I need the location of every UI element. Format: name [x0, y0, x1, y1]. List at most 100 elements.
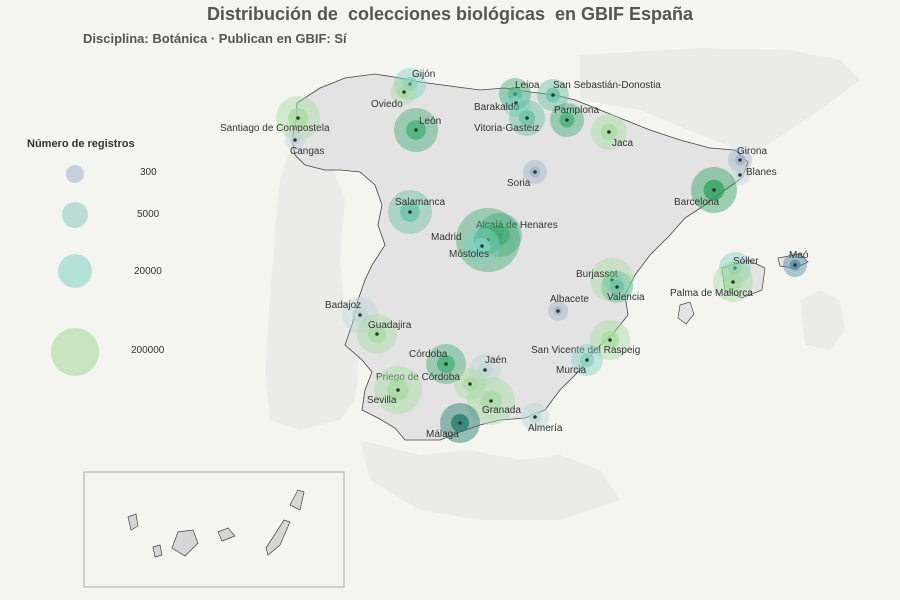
- city-point: [514, 101, 518, 105]
- city-marker-madrid[interactable]: Madrid: [431, 208, 520, 272]
- city-point: [608, 338, 612, 342]
- city-point: [738, 158, 742, 162]
- city-label-girona: Girona: [737, 146, 767, 157]
- canary-island-2: [152, 544, 163, 558]
- city-point: [408, 210, 412, 214]
- city-label-palma-de-mallorca: Palma de Mallorca: [670, 288, 753, 299]
- legend-circle-5000: [62, 202, 88, 228]
- city-marker-almeria[interactable]: Almería: [521, 403, 563, 434]
- city-point: [585, 358, 589, 362]
- legend-label-300: 300: [140, 167, 157, 178]
- city-marker-pamplona[interactable]: Pamplona: [550, 103, 599, 137]
- city-point: [414, 128, 418, 132]
- city-label-cordoba: Córdoba: [409, 349, 448, 360]
- city-point: [513, 92, 517, 96]
- city-point: [793, 263, 797, 267]
- city-label-alcala-de-henares: Alcalá de Henares: [476, 220, 558, 231]
- canary-island-5: [265, 519, 291, 556]
- city-point: [731, 280, 735, 284]
- city-point: [738, 173, 742, 177]
- city-label-oviedo: Oviedo: [371, 99, 403, 110]
- city-label-burjassot: Burjassot: [576, 269, 618, 280]
- city-marker-san-sebastian-donostia[interactable]: San Sebastián-Donostia: [537, 79, 661, 111]
- city-label-leon: León: [419, 116, 441, 127]
- city-point: [615, 285, 619, 289]
- city-marker-barakaldo[interactable]: Barakaldo: [474, 89, 530, 117]
- city-point: [483, 368, 487, 372]
- city-label-priego-de-cordoba: Priego de Córdoba: [376, 372, 460, 383]
- canary-inset-frame: [83, 471, 345, 588]
- city-point: [396, 388, 400, 392]
- city-point: [733, 266, 737, 270]
- city-marker-salamanca[interactable]: Salamanca: [388, 190, 445, 234]
- portugal-land: [265, 150, 360, 430]
- legend-label-20000: 20000: [134, 266, 162, 277]
- city-point: [556, 309, 560, 313]
- city-marker-jaca[interactable]: Jaca: [591, 114, 634, 150]
- city-label-leioa: Leioa: [515, 80, 540, 91]
- city-marker-oviedo[interactable]: Oviedo: [371, 79, 417, 110]
- city-point: [458, 421, 462, 425]
- city-label-mao: Maó: [789, 250, 809, 261]
- city-label-gijon: Gijón: [412, 69, 435, 80]
- city-point: [358, 313, 362, 317]
- map-subtitle: Disciplina: Botánica · Publican en GBIF:…: [83, 31, 347, 46]
- city-label-badajoz: Badajoz: [325, 300, 361, 311]
- legend-title: Número de registros: [27, 138, 135, 150]
- city-marker-guadajira[interactable]: Guadajira: [357, 314, 412, 354]
- canary-island-1: [127, 513, 139, 531]
- city-marker-palma-de-mallorca[interactable]: Palma de Mallorca: [670, 262, 753, 302]
- city-point: [480, 244, 484, 248]
- city-marker-badajoz[interactable]: Badajoz: [325, 297, 378, 333]
- city-label-murcia: Murcia: [556, 365, 586, 376]
- city-marker-cordoba[interactable]: Córdoba: [409, 344, 466, 384]
- city-marker-barcelona[interactable]: Barcelona: [674, 167, 737, 213]
- city-label-valencia: Valencia: [607, 292, 645, 303]
- city-label-granada: Granada: [482, 405, 521, 416]
- city-marker-vitoria-gasteiz[interactable]: Vitoria-Gasteiz: [474, 100, 545, 136]
- city-label-salamanca: Salamanca: [395, 197, 445, 208]
- legend-label-200000: 200000: [131, 345, 165, 356]
- city-marker-san-vicente-del-raspeig[interactable]: San Vicente del Raspeig: [531, 320, 640, 360]
- city-point: [551, 93, 555, 97]
- city-label-barcelona: Barcelona: [674, 197, 719, 208]
- city-label-malaga: Málaga: [426, 429, 459, 440]
- city-label-guadajira: Guadajira: [368, 320, 412, 331]
- city-marker-soria[interactable]: Soria: [507, 160, 547, 189]
- city-label-santiago-de-compostela: Santiago de Compostela: [220, 123, 330, 134]
- city-label-jaca: Jaca: [612, 138, 634, 149]
- city-label-albacete: Albacete: [550, 294, 589, 305]
- city-marker-malaga[interactable]: Málaga: [426, 403, 480, 443]
- city-point: [607, 130, 611, 134]
- france-land: [580, 48, 860, 150]
- city-marker-mostoles[interactable]: Móstoles: [449, 228, 500, 264]
- city-point: [468, 382, 472, 386]
- city-marker-murcia[interactable]: Murcia: [556, 344, 603, 376]
- city-point: [296, 116, 300, 120]
- city-point: [375, 332, 379, 336]
- legend-circle-200000: [51, 328, 99, 376]
- city-label-madrid: Madrid: [431, 232, 462, 243]
- city-label-jaen: Jaén: [485, 355, 507, 366]
- city-marker-jaen[interactable]: Jaén: [469, 354, 507, 386]
- city-layer: Gijón Oviedo Leioa San Sebastián-Donostia Ba…: [220, 68, 809, 443]
- city-label-san-vicente-del-raspeig: San Vicente del Raspeig: [531, 345, 640, 356]
- city-marker-granada[interactable]: Granada: [467, 377, 521, 425]
- city-marker-girona[interactable]: Girona: [728, 146, 767, 172]
- city-marker-priego-de-cordoba[interactable]: Priego de Córdoba: [376, 368, 486, 400]
- city-label-soller: Sóller: [733, 256, 759, 267]
- city-point: [444, 362, 448, 366]
- city-point: [533, 415, 537, 419]
- city-label-soria: Soria: [507, 178, 531, 189]
- city-label-almeria: Almería: [528, 423, 563, 434]
- city-marker-santiago-de-compostela[interactable]: Santiago de Compostela: [220, 96, 330, 140]
- city-marker-cangas[interactable]: Cangas: [285, 130, 324, 157]
- city-marker-valencia[interactable]: Valencia: [601, 271, 645, 303]
- city-marker-sevilla[interactable]: Sevilla: [367, 366, 422, 414]
- city-label-cangas: Cangas: [290, 146, 324, 157]
- city-marker-albacete[interactable]: Albacete: [548, 294, 589, 321]
- city-marker-blanes[interactable]: Blanes: [730, 165, 777, 185]
- city-marker-leon[interactable]: León: [394, 108, 441, 152]
- city-marker-mao[interactable]: Maó: [783, 250, 809, 277]
